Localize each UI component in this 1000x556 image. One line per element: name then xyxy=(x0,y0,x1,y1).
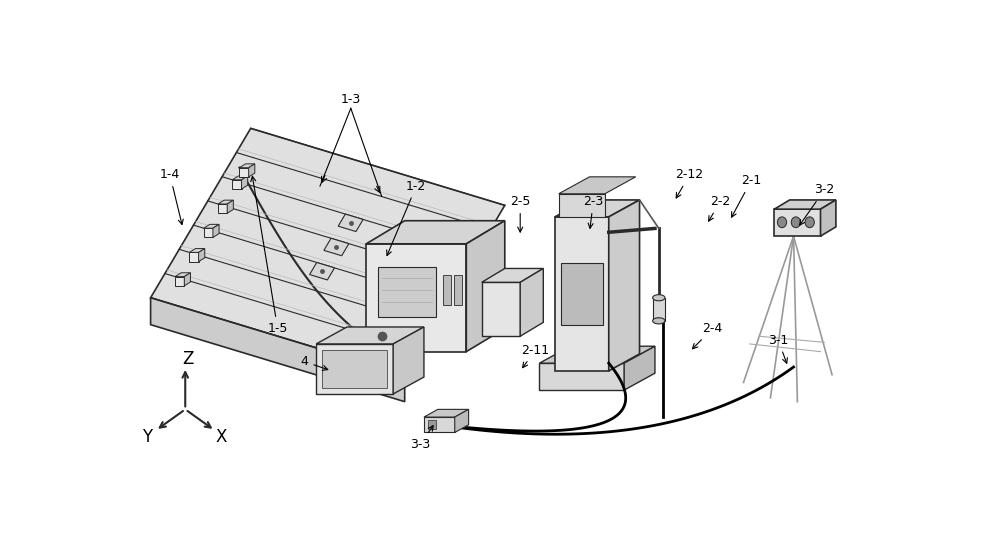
Polygon shape xyxy=(520,269,543,336)
Polygon shape xyxy=(424,417,455,433)
Polygon shape xyxy=(820,200,836,236)
Polygon shape xyxy=(322,350,387,388)
Text: 4: 4 xyxy=(301,355,328,370)
Polygon shape xyxy=(443,275,451,305)
Text: 3-2: 3-2 xyxy=(800,183,834,225)
Polygon shape xyxy=(232,176,248,180)
Polygon shape xyxy=(338,214,363,231)
Polygon shape xyxy=(454,275,462,305)
Ellipse shape xyxy=(653,317,665,324)
Polygon shape xyxy=(204,228,213,237)
Polygon shape xyxy=(151,128,505,375)
Polygon shape xyxy=(366,244,466,351)
Polygon shape xyxy=(189,252,199,262)
Polygon shape xyxy=(609,200,640,371)
Polygon shape xyxy=(239,168,249,177)
Text: X: X xyxy=(215,428,227,445)
Polygon shape xyxy=(424,409,469,417)
Polygon shape xyxy=(189,249,205,252)
Text: 2-3: 2-3 xyxy=(583,195,603,229)
Text: 3-1: 3-1 xyxy=(768,334,788,363)
Text: Y: Y xyxy=(142,428,152,445)
Polygon shape xyxy=(218,200,233,204)
Polygon shape xyxy=(151,297,405,401)
Polygon shape xyxy=(539,346,655,363)
Polygon shape xyxy=(316,344,393,394)
Text: 2-12: 2-12 xyxy=(676,168,704,198)
Text: 2-5: 2-5 xyxy=(510,195,530,232)
Text: 1-4: 1-4 xyxy=(160,168,183,225)
Polygon shape xyxy=(239,164,255,168)
Polygon shape xyxy=(624,346,655,390)
Polygon shape xyxy=(653,297,665,321)
Polygon shape xyxy=(184,273,190,286)
Polygon shape xyxy=(559,194,605,217)
Polygon shape xyxy=(213,225,219,237)
Text: 2-4: 2-4 xyxy=(692,322,723,349)
Ellipse shape xyxy=(791,217,800,227)
Polygon shape xyxy=(482,269,543,282)
Polygon shape xyxy=(555,200,640,217)
Polygon shape xyxy=(204,225,219,228)
Polygon shape xyxy=(366,221,505,244)
Polygon shape xyxy=(218,204,227,214)
Text: Z: Z xyxy=(182,350,193,368)
Polygon shape xyxy=(249,164,255,177)
Polygon shape xyxy=(227,200,233,214)
Ellipse shape xyxy=(777,217,787,227)
Polygon shape xyxy=(559,177,636,194)
Text: 3-3: 3-3 xyxy=(410,426,433,450)
Text: 1-3: 1-3 xyxy=(341,92,361,106)
Polygon shape xyxy=(199,249,205,262)
Ellipse shape xyxy=(653,295,665,301)
Polygon shape xyxy=(175,276,184,286)
Polygon shape xyxy=(466,221,505,351)
Polygon shape xyxy=(378,267,436,317)
Text: 2-1: 2-1 xyxy=(732,174,761,217)
Polygon shape xyxy=(324,239,349,256)
Polygon shape xyxy=(310,262,335,280)
Polygon shape xyxy=(455,409,469,433)
Polygon shape xyxy=(774,200,836,209)
Text: 1-5: 1-5 xyxy=(251,176,288,335)
Text: 1-2: 1-2 xyxy=(387,180,426,256)
Polygon shape xyxy=(539,363,624,390)
Polygon shape xyxy=(561,263,603,325)
Polygon shape xyxy=(555,217,609,371)
Polygon shape xyxy=(242,176,248,189)
Polygon shape xyxy=(393,327,424,394)
Ellipse shape xyxy=(805,217,814,227)
Text: 2-2: 2-2 xyxy=(709,195,731,221)
Polygon shape xyxy=(175,273,190,276)
Polygon shape xyxy=(482,282,520,336)
Polygon shape xyxy=(232,180,242,189)
Text: 2-11: 2-11 xyxy=(522,344,550,368)
Polygon shape xyxy=(428,420,436,429)
Polygon shape xyxy=(316,327,424,344)
Polygon shape xyxy=(774,209,820,236)
